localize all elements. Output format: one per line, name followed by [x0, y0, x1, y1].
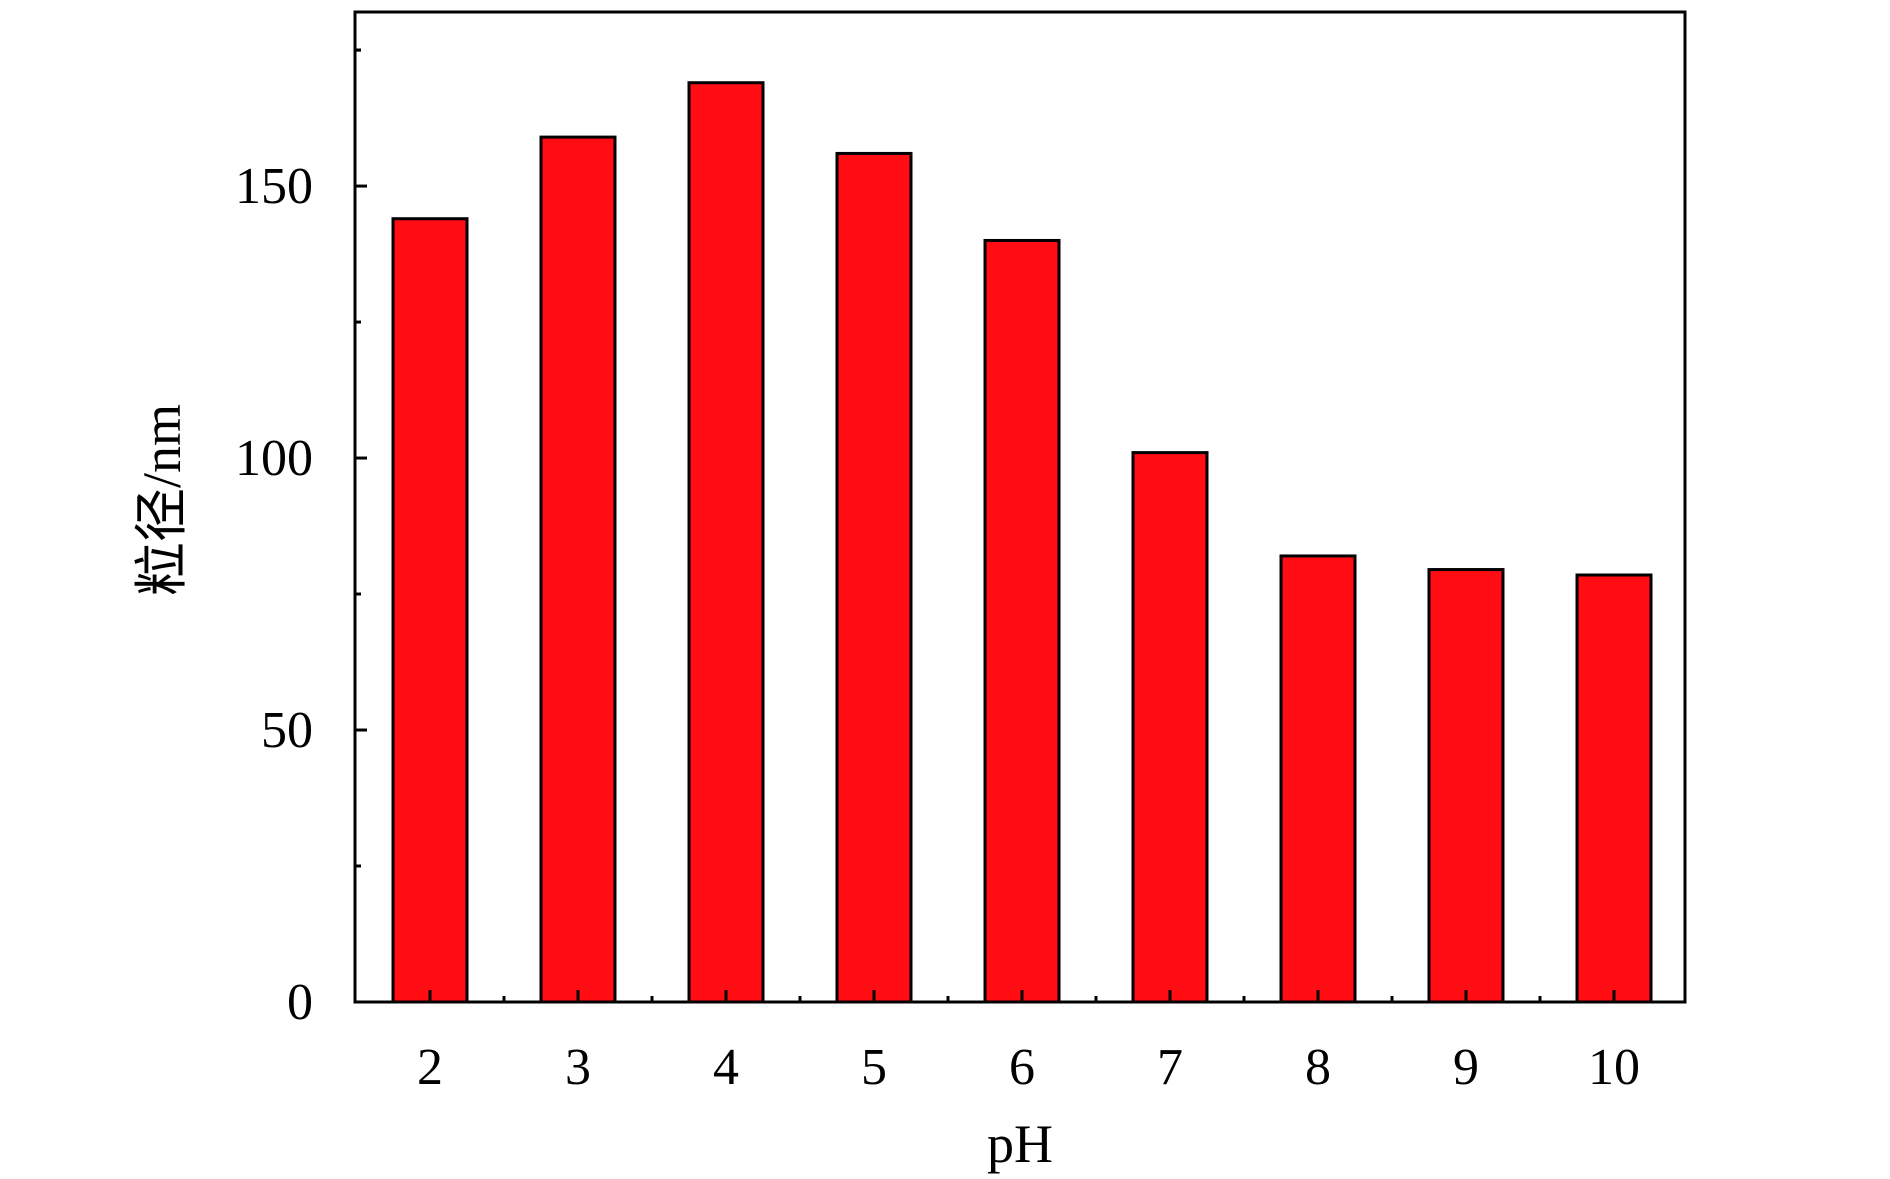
bar-ph-4 — [687, 81, 765, 1004]
bar-ph-3 — [539, 135, 617, 1004]
x-axis-title: pH — [987, 1114, 1053, 1174]
y-tick-label: 150 — [235, 158, 313, 215]
x-tick-label: 6 — [1009, 1039, 1035, 1096]
bar-ph-7 — [1131, 451, 1209, 1004]
plot-frame — [353, 10, 1687, 1004]
bar-ph-6 — [983, 238, 1061, 1004]
y-tick-label: 50 — [261, 702, 313, 759]
x-tick-label: 5 — [861, 1039, 887, 1096]
x-tick-label: 2 — [417, 1039, 443, 1096]
x-tick-label: 10 — [1588, 1039, 1640, 1096]
bar-ph-8 — [1279, 554, 1357, 1004]
bar-ph-5 — [835, 151, 913, 1004]
y-axis-title: 粒径/nm — [132, 404, 192, 596]
y-tick-label: 0 — [287, 974, 313, 1031]
x-tick-label: 4 — [713, 1039, 739, 1096]
bar-ph-2 — [391, 217, 469, 1004]
x-tick-label: 7 — [1157, 1039, 1183, 1096]
x-tick-label: 3 — [565, 1039, 591, 1096]
bar-ph-9 — [1427, 568, 1505, 1004]
y-tick-label: 100 — [235, 430, 313, 487]
x-tick-label: 9 — [1453, 1039, 1479, 1096]
x-tick-label: 8 — [1305, 1039, 1331, 1096]
bar-ph-10 — [1575, 573, 1653, 1004]
bars-layer — [391, 81, 1653, 1004]
